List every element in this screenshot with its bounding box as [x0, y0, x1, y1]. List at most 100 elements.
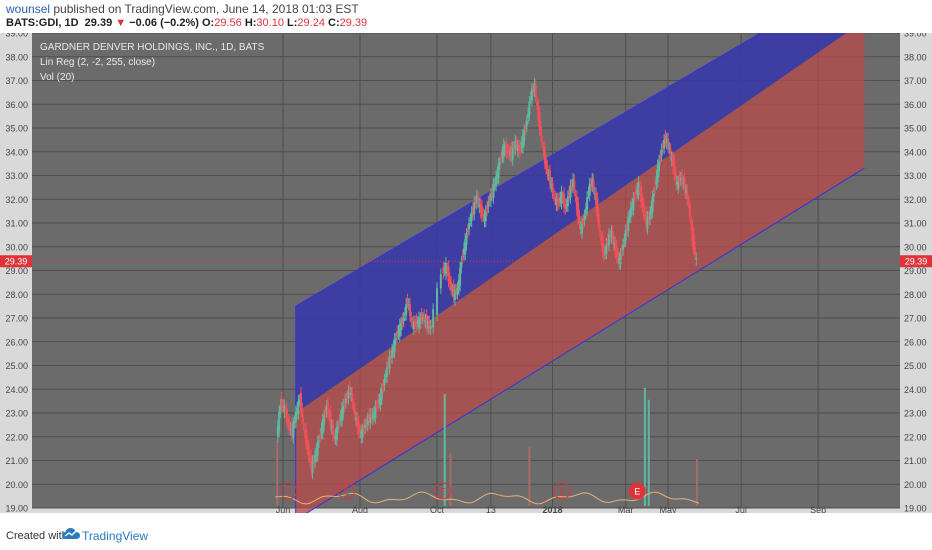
- candle-body: [645, 211, 648, 226]
- left-price-axis[interactable]: [0, 33, 32, 513]
- candle-body: [370, 414, 373, 418]
- y-tick-label: 30.00: [5, 242, 28, 252]
- candle-body: [569, 185, 572, 198]
- candle-body: [629, 207, 632, 218]
- candle-body: [677, 181, 680, 188]
- candle-body: [560, 191, 563, 204]
- candle-body: [276, 425, 279, 437]
- tradingview-logo[interactable]: TradingView: [62, 527, 148, 543]
- candle-body: [518, 145, 521, 154]
- candle-body: [564, 204, 567, 209]
- price-chart[interactable]: E E E E E 39.00 38.00 37.00 36.00 35.00 34.00 33.0…: [0, 20, 932, 521]
- candle-body: [344, 398, 347, 403]
- candle-body: [493, 184, 496, 186]
- time-axis[interactable]: [32, 508, 900, 513]
- candle-body: [360, 431, 363, 438]
- candle-body: [380, 389, 383, 400]
- candle-body: [314, 454, 317, 463]
- candle-body: [385, 367, 388, 378]
- candle-body: [550, 182, 553, 186]
- candle-body: [475, 195, 478, 204]
- candle-body: [317, 440, 320, 442]
- candle-body: [448, 278, 451, 285]
- username-link[interactable]: wounsel: [6, 2, 51, 16]
- candle-body: [439, 274, 442, 289]
- candle-body: [610, 231, 613, 238]
- y-tick-label: 32.00: [5, 195, 28, 205]
- earnings-marker-label: E: [634, 487, 640, 497]
- candle-body: [382, 385, 385, 389]
- candle-body: [410, 317, 413, 322]
- candle-body: [513, 147, 515, 149]
- y-tick-label: 21.00: [904, 456, 927, 466]
- y-tick-label: 39.00: [5, 33, 28, 39]
- candle-body: [601, 236, 604, 252]
- candle-body: [524, 126, 527, 130]
- candle-body: [647, 216, 650, 219]
- candle-body: [337, 426, 340, 428]
- candle-body: [290, 423, 293, 435]
- candle-body: [343, 400, 346, 406]
- earnings-marker-circle[interactable]: [280, 482, 298, 500]
- candle-body: [306, 441, 309, 449]
- candle-body: [375, 406, 378, 408]
- legend-linreg[interactable]: Lin Reg (2, -2, 255, close): [40, 57, 155, 68]
- candle-body: [364, 424, 367, 429]
- candle-body: [401, 318, 404, 325]
- chart-canvas[interactable]: E E E E E 39.00 38.00 37.00 36.00 35.00 34.00 33.0…: [0, 20, 932, 521]
- earnings-marker-circle[interactable]: [553, 482, 571, 500]
- footer: Created with TradingView: [0, 518, 932, 550]
- candle-body: [324, 411, 327, 415]
- candle-body: [619, 254, 622, 264]
- y-tick-label: 25.00: [5, 361, 28, 371]
- candle-body: [320, 428, 323, 434]
- right-price-axis[interactable]: [900, 33, 932, 513]
- legend-volume[interactable]: Vol (20): [40, 72, 74, 83]
- candle-body: [686, 190, 689, 200]
- candle-body: [554, 196, 557, 200]
- candle-body: [486, 207, 489, 211]
- candle-body: [505, 142, 508, 154]
- candle-body: [482, 213, 485, 216]
- candle-body: [547, 174, 550, 176]
- earnings-marker-circle[interactable]: [434, 482, 452, 500]
- candle-body: [565, 204, 568, 206]
- candle-body: [650, 206, 653, 214]
- price-change: −0.06 (−0.2%): [129, 17, 199, 29]
- last-price: 29.39: [84, 17, 113, 29]
- candle-body: [333, 436, 336, 438]
- candle-body: [613, 242, 616, 245]
- candle-body: [674, 172, 677, 179]
- y-tick-label: 23.00: [904, 409, 927, 419]
- price-tags: 29.39 29.39: [0, 255, 932, 268]
- candle-body: [563, 193, 566, 207]
- open-label: O:: [201, 17, 215, 29]
- candle-body: [625, 226, 628, 229]
- candle-body: [507, 148, 510, 154]
- volume-bar: [443, 393, 446, 506]
- candle-body: [627, 216, 630, 232]
- candle-body: [280, 397, 283, 408]
- candle-body: [423, 315, 426, 322]
- candle-body: [297, 400, 300, 414]
- earnings-marker-circle[interactable]: [338, 482, 356, 500]
- candle-body: [510, 147, 513, 157]
- candle-body: [285, 408, 288, 423]
- candle-body: [442, 267, 445, 274]
- candle-body: [551, 182, 554, 193]
- earnings-marker-circle[interactable]: [628, 482, 646, 500]
- candle-body: [566, 196, 569, 207]
- candle-body: [516, 145, 519, 152]
- candle-body: [506, 150, 509, 152]
- candle-body: [384, 375, 387, 377]
- candle-body: [389, 356, 392, 358]
- candle-body: [557, 198, 560, 204]
- candle-body: [587, 192, 590, 194]
- candle-body: [637, 182, 640, 195]
- candle-body: [311, 460, 314, 474]
- candle-body: [632, 197, 635, 211]
- candle-body: [466, 229, 469, 233]
- candle-body: [484, 211, 487, 222]
- candle-body: [335, 426, 338, 441]
